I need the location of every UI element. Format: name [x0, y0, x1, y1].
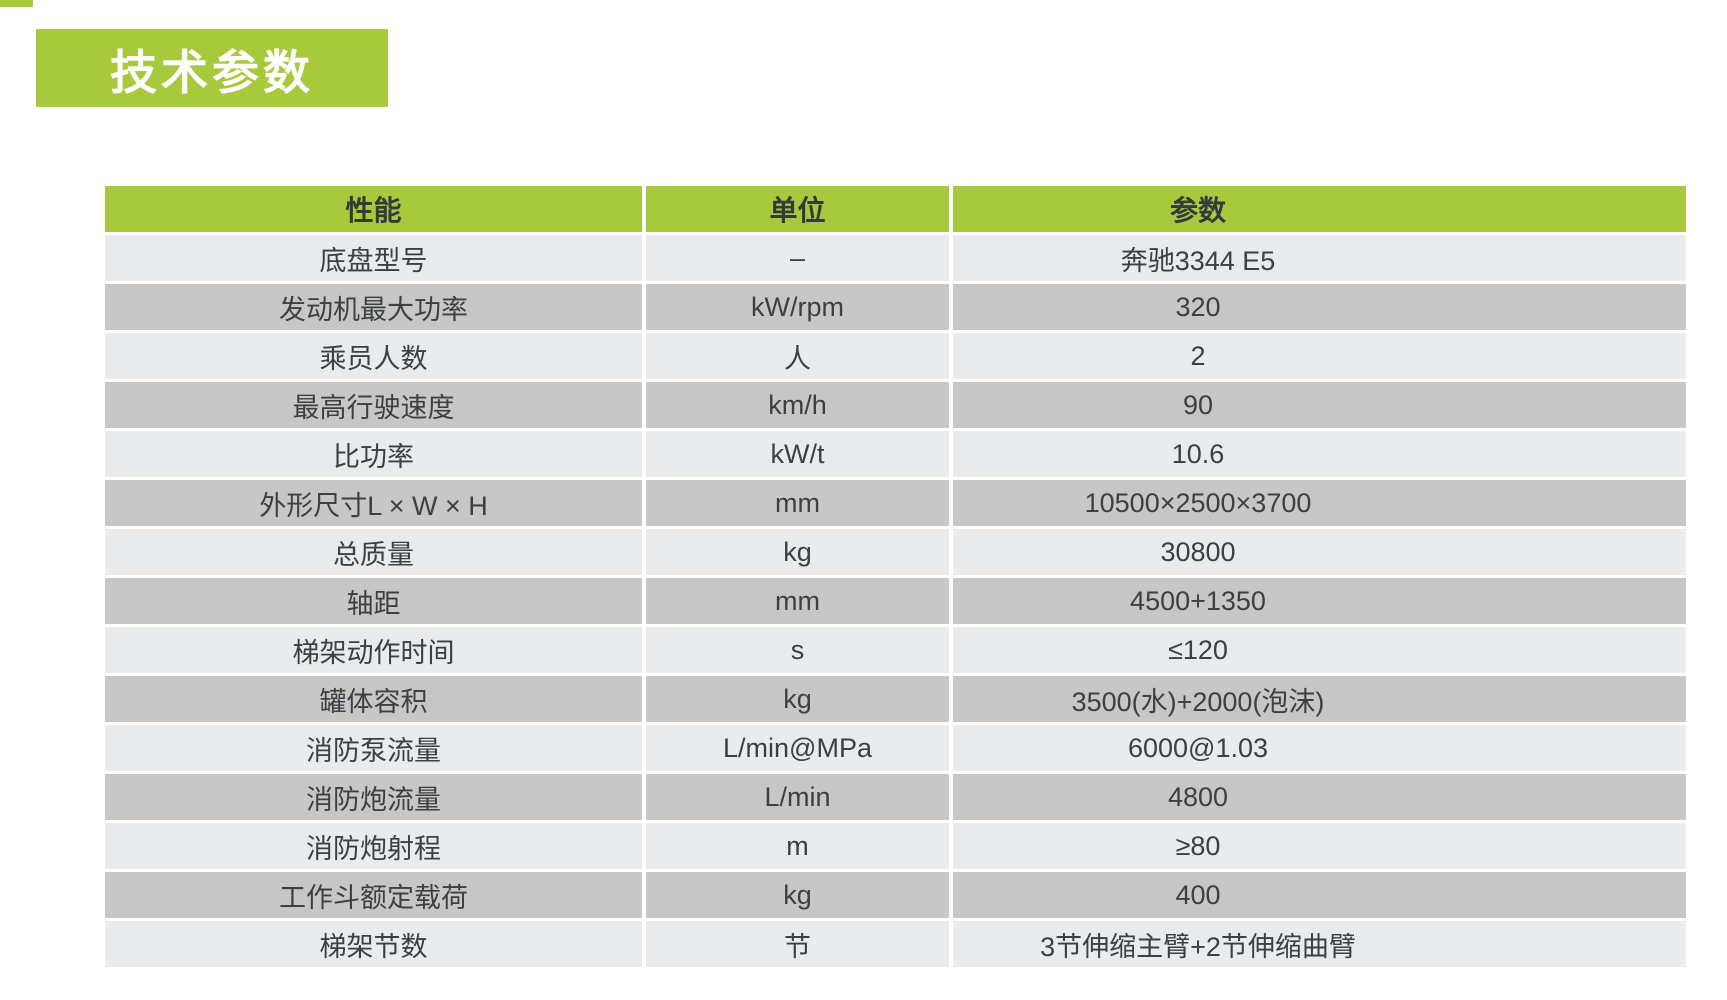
spec-unit-cell: mm — [646, 480, 949, 526]
spec-value-cell: ≤120 — [953, 627, 1686, 673]
spec-value-cell: 2 — [953, 333, 1686, 379]
spec-unit-cell: mm — [646, 578, 949, 624]
spec-unit-cell: 人 — [646, 333, 949, 379]
spec-name-cell: 消防炮射程 — [105, 823, 642, 869]
spec-name-cell: 消防泵流量 — [105, 725, 642, 771]
spec-unit-cell: m — [646, 823, 949, 869]
spec-unit-cell: kW/t — [646, 431, 949, 477]
spec-unit-cell: L/min@MPa — [646, 725, 949, 771]
column-header-performance: 性能 — [105, 186, 642, 232]
spec-value-cell: 4500+1350 — [953, 578, 1686, 624]
spec-value-cell: 90 — [953, 382, 1686, 428]
spec-name-cell: 梯架动作时间 — [105, 627, 642, 673]
spec-unit-cell: kg — [646, 529, 949, 575]
spec-unit-cell: kg — [646, 676, 949, 722]
spec-unit-cell: kg — [646, 872, 949, 918]
spec-unit-cell: 节 — [646, 921, 949, 967]
spec-unit-cell: s — [646, 627, 949, 673]
spec-name-cell: 梯架节数 — [105, 921, 642, 967]
section-title-badge: 技术参数 — [36, 29, 388, 107]
spec-name-cell: 最高行驶速度 — [105, 382, 642, 428]
spec-name-cell: 总质量 — [105, 529, 642, 575]
column-header-unit: 单位 — [646, 186, 949, 232]
page-corner-accent — [0, 0, 33, 7]
spec-value-cell: 30800 — [953, 529, 1686, 575]
spec-name-cell: 底盘型号 — [105, 235, 642, 281]
spec-table: 性能 单位 参数 底盘型号 – 奔驰3344 E5 发动机最大功率 kW/rpm… — [105, 186, 1686, 967]
spec-value-cell: 6000@1.03 — [953, 725, 1686, 771]
section-title: 技术参数 — [110, 45, 314, 99]
spec-name-cell: 工作斗额定载荷 — [105, 872, 642, 918]
spec-unit-cell: km/h — [646, 382, 949, 428]
column-header-parameter: 参数 — [953, 186, 1686, 232]
spec-name-cell: 比功率 — [105, 431, 642, 477]
spec-name-cell: 外形尺寸L × W × H — [105, 480, 642, 526]
spec-value-cell: 3500(水)+2000(泡沫) — [953, 676, 1686, 722]
spec-unit-cell: L/min — [646, 774, 949, 820]
spec-name-cell: 轴距 — [105, 578, 642, 624]
spec-value-cell: 奔驰3344 E5 — [953, 235, 1686, 281]
spec-value-cell: 320 — [953, 284, 1686, 330]
spec-value-cell: 3节伸缩主臂+2节伸缩曲臂 — [953, 921, 1686, 967]
spec-name-cell: 发动机最大功率 — [105, 284, 642, 330]
spec-value-cell: 400 — [953, 872, 1686, 918]
spec-unit-cell: kW/rpm — [646, 284, 949, 330]
spec-name-cell: 罐体容积 — [105, 676, 642, 722]
spec-value-cell: 10.6 — [953, 431, 1686, 477]
spec-name-cell: 乘员人数 — [105, 333, 642, 379]
spec-name-cell: 消防炮流量 — [105, 774, 642, 820]
spec-value-cell: 10500×2500×3700 — [953, 480, 1686, 526]
spec-value-cell: ≥80 — [953, 823, 1686, 869]
spec-unit-cell: – — [646, 235, 949, 281]
spec-value-cell: 4800 — [953, 774, 1686, 820]
